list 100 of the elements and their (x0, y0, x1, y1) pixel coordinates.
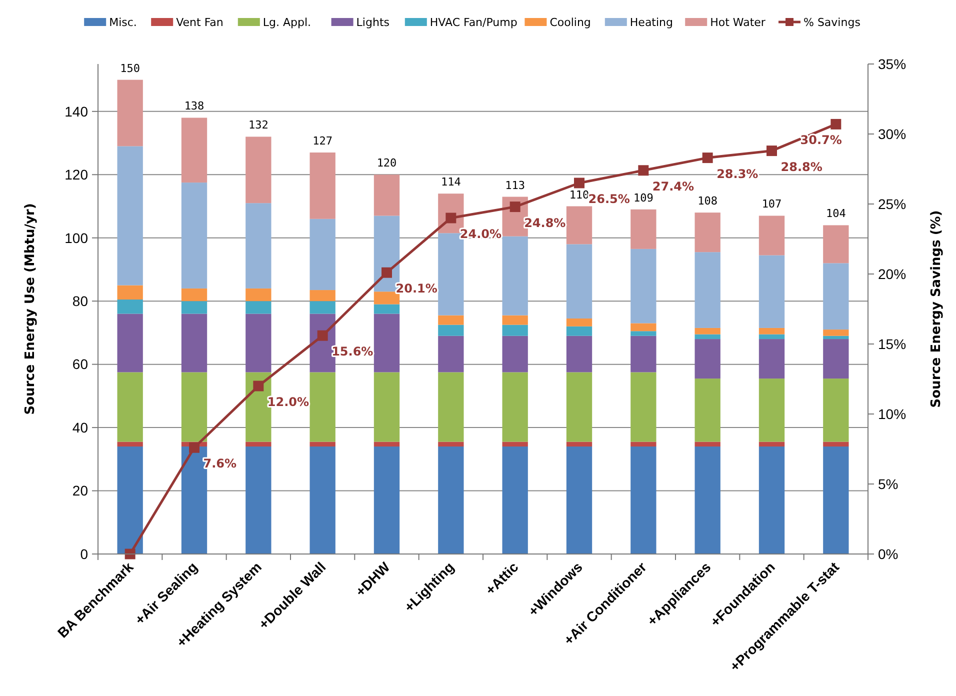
y-tick-label: 120 (64, 166, 88, 183)
bar (374, 304, 400, 314)
y-axis-title: Source Energy Use (Mbtu/yr) (23, 203, 38, 415)
y-tick-label: 40 (72, 419, 88, 436)
bar (502, 236, 528, 316)
bar (310, 152, 336, 219)
bar (374, 314, 400, 372)
bar (758, 255, 785, 328)
bar (630, 372, 656, 442)
bar (438, 315, 464, 325)
bar (117, 285, 143, 300)
total-label: 150 (120, 62, 140, 75)
total-label: 113 (505, 178, 526, 192)
bar (246, 301, 272, 314)
point (253, 380, 264, 392)
bar (246, 314, 272, 372)
bar (758, 216, 785, 256)
legend-label: Vent Fan (176, 16, 224, 29)
bar (694, 334, 720, 340)
bar (823, 336, 849, 340)
bar (246, 288, 272, 302)
bar (566, 244, 592, 318)
data-label: 20.1% (396, 282, 438, 296)
bar (566, 318, 592, 326)
bar (758, 442, 785, 447)
y-tick-label: 100 (64, 230, 88, 246)
legend-label: Cooling (550, 16, 591, 29)
bar (246, 136, 272, 204)
point (702, 152, 713, 164)
total-label: 138 (184, 100, 204, 113)
bar (694, 442, 720, 447)
bar (310, 218, 336, 290)
legend-label: Lights (356, 16, 390, 29)
total-label: 132 (248, 118, 268, 132)
total-label: 109 (633, 191, 654, 204)
bar (694, 252, 720, 328)
y-tick-label: 60 (72, 356, 88, 372)
legend-label: Lg. Appl. (262, 16, 312, 29)
y-tick-label: 20 (72, 482, 88, 499)
bar (117, 146, 143, 286)
bar (694, 339, 720, 379)
bar (181, 372, 208, 442)
bar (310, 301, 336, 314)
bar (758, 328, 785, 334)
bar (117, 314, 143, 372)
bar (823, 446, 849, 554)
bar (374, 372, 400, 442)
bar (630, 248, 656, 324)
bar (758, 334, 785, 340)
bar (630, 331, 656, 336)
bar (823, 330, 849, 336)
bar (566, 336, 592, 372)
bar (246, 442, 272, 447)
point (830, 118, 842, 130)
legend-label: Misc. (109, 16, 137, 29)
bar (502, 446, 528, 554)
data-label: 26.5% (588, 192, 630, 206)
point (382, 267, 392, 278)
bar (117, 372, 143, 442)
bar (694, 446, 720, 554)
y2-tick-label: 5% (878, 476, 898, 492)
bar (310, 290, 336, 302)
bar (117, 80, 143, 146)
bar (566, 326, 592, 336)
bar (438, 336, 464, 372)
bar (758, 446, 785, 554)
legend-label: Heating (630, 16, 674, 29)
bar (630, 209, 656, 249)
total-label: 107 (762, 198, 782, 211)
y2-tick-label: 0% (878, 546, 898, 562)
total-label: 114 (440, 176, 462, 189)
bar (438, 442, 464, 447)
y2-tick-label: 35% (878, 56, 906, 72)
total-label: 108 (698, 194, 718, 208)
bar (823, 263, 849, 330)
bar (694, 328, 720, 334)
bar (246, 446, 272, 554)
point (574, 178, 584, 188)
bar (630, 323, 656, 332)
bar (374, 442, 400, 447)
y2-tick-label: 25% (878, 196, 906, 212)
bar (502, 336, 528, 372)
bar (181, 118, 208, 183)
bar (438, 324, 464, 336)
y2-tick-label: 10% (878, 406, 906, 422)
y-tick-label: 140 (64, 103, 88, 120)
y2-tick-label: 20% (878, 266, 906, 282)
bar (823, 225, 849, 264)
bar (823, 442, 849, 447)
bar (502, 315, 528, 325)
bar (181, 314, 208, 372)
bar (502, 372, 528, 442)
bar (823, 378, 849, 442)
bar (630, 336, 656, 372)
legend-label: HVAC Fan/Pump (430, 16, 518, 29)
bar (758, 339, 785, 379)
data-label: 27.4% (652, 179, 694, 194)
point (510, 202, 520, 212)
y-tick-label: 80 (72, 292, 88, 309)
bar (758, 378, 785, 442)
